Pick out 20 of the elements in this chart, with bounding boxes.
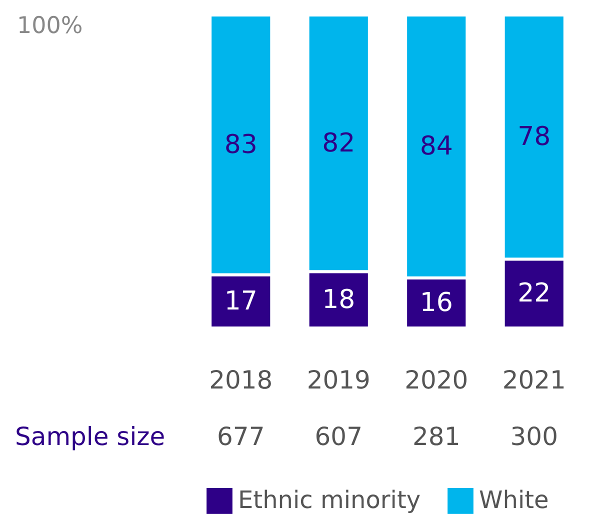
text: 677 xyxy=(217,422,265,451)
data-label: 83 xyxy=(224,130,258,160)
text: Sample size xyxy=(15,422,166,451)
x-tick-label: 2021 xyxy=(502,366,566,394)
x-tick-label: 2018 xyxy=(209,366,273,394)
data-label: 16 xyxy=(420,288,453,318)
legend-label: White xyxy=(479,486,549,514)
data-label: 84 xyxy=(420,131,453,162)
data-label: 82 xyxy=(322,128,356,158)
x-tick-label: 2020 xyxy=(404,366,468,394)
text: 607 xyxy=(314,422,362,451)
text: 281 xyxy=(412,422,460,451)
data-label: 18 xyxy=(322,284,356,315)
text: 300 xyxy=(510,422,558,451)
data-label: 22 xyxy=(518,278,551,309)
data-label: 17 xyxy=(224,286,258,316)
data-label: 78 xyxy=(518,122,551,152)
text: 100% xyxy=(17,13,83,39)
x-tick-label: 2019 xyxy=(306,366,370,394)
legend-label: Ethnic minority xyxy=(238,486,421,514)
